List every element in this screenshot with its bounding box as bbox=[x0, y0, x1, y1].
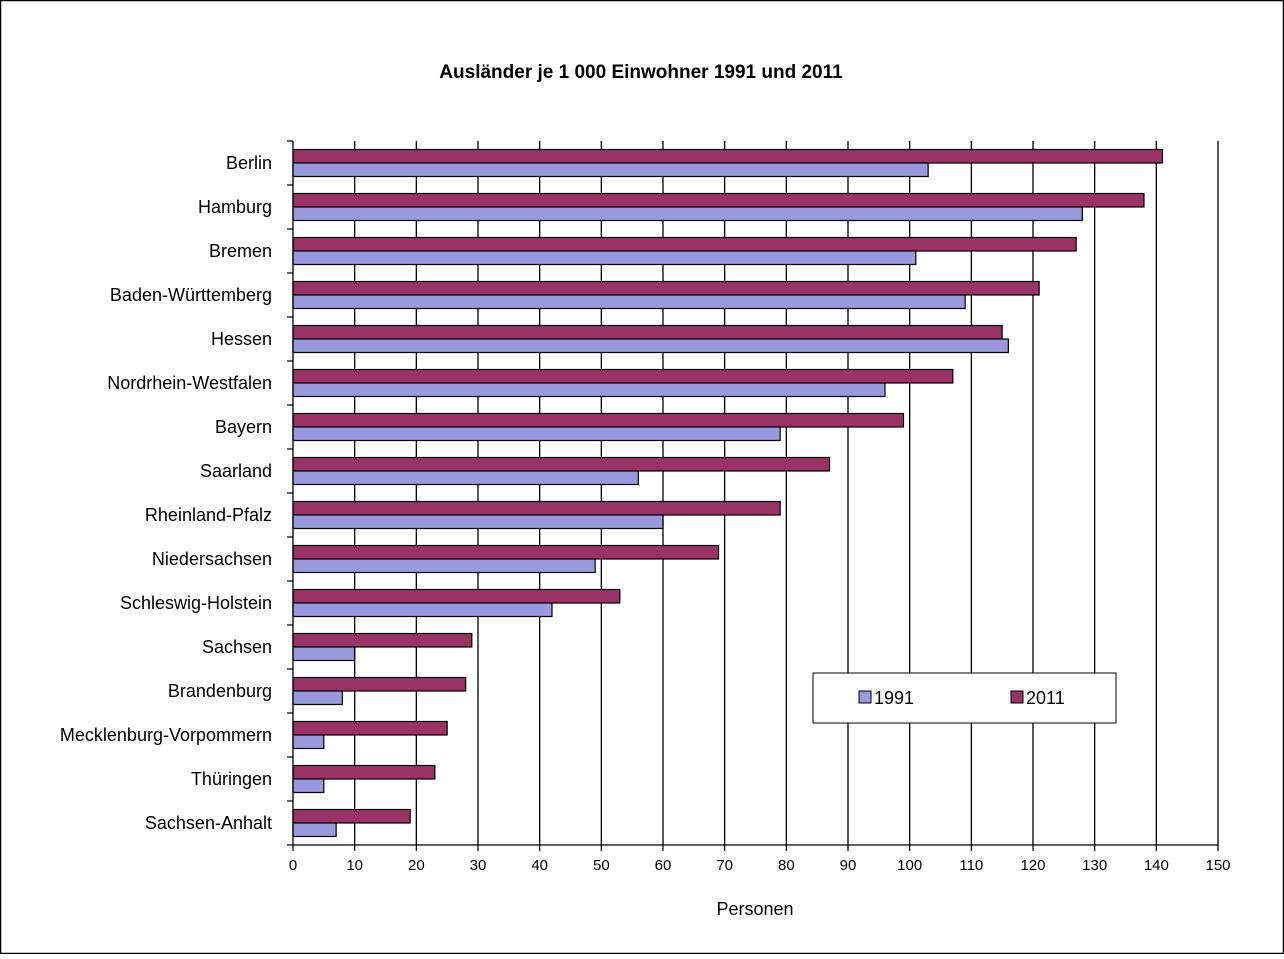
x-tick-label: 120 bbox=[1020, 857, 1045, 874]
bar-2011-Schleswig-Holstein bbox=[292, 588, 621, 604]
category-label: Brandenburg bbox=[168, 681, 272, 701]
x-tick-label: 10 bbox=[346, 857, 363, 874]
x-tick-label: 140 bbox=[1144, 857, 1169, 874]
bar-1991-Sachsen bbox=[292, 646, 356, 662]
category-label: Niedersachsen bbox=[152, 549, 272, 569]
x-tick-label: 130 bbox=[1082, 857, 1107, 874]
x-tick-label: 80 bbox=[778, 857, 795, 874]
legend-label-1991: 1991 bbox=[874, 688, 914, 708]
legend-box bbox=[812, 672, 1117, 724]
bar-2011-Sachsen bbox=[292, 632, 473, 648]
category-label: Thüringen bbox=[191, 769, 272, 789]
category-label: Mecklenburg-Vorpommern bbox=[60, 725, 272, 745]
legend-label-2011: 2011 bbox=[1026, 688, 1065, 708]
x-tick-label: 40 bbox=[531, 857, 548, 874]
x-axis-label: Personen bbox=[716, 899, 793, 919]
x-tick-label: 60 bbox=[655, 857, 672, 874]
category-label: Hessen bbox=[211, 329, 272, 349]
bar-1991-Hamburg bbox=[292, 206, 1083, 222]
bar-2011-Berlin bbox=[292, 148, 1164, 164]
bar-1991-Saarland bbox=[292, 470, 639, 486]
x-tick-label: 150 bbox=[1205, 857, 1230, 874]
bar-2011-Baden-Württemberg bbox=[292, 280, 1040, 296]
x-tick-label: 110 bbox=[959, 857, 983, 874]
x-tick-label: 0 bbox=[289, 857, 297, 874]
bar-1991-Nordrhein-Westfalen bbox=[292, 382, 886, 398]
bar-2011-Niedersachsen bbox=[292, 544, 720, 560]
category-label: Sachsen bbox=[202, 637, 272, 657]
bar-1991-Hessen bbox=[292, 338, 1009, 354]
category-labels: Berlin Hamburg Bremen Baden-Württemberg Hess… bbox=[60, 153, 272, 833]
legend-swatch-2011 bbox=[1010, 690, 1024, 704]
x-tick-label: 90 bbox=[840, 857, 857, 874]
bar-1991-Sachsen-Anhalt bbox=[292, 822, 337, 838]
category-label: Saarland bbox=[200, 461, 272, 481]
x-tick-label: 20 bbox=[408, 857, 425, 874]
bar-2011-Bayern bbox=[292, 412, 905, 428]
bar-2011-Brandenburg bbox=[292, 676, 467, 692]
category-label: Bayern bbox=[215, 417, 272, 437]
category-label: Sachsen-Anhalt bbox=[145, 813, 272, 833]
bar-2011-Thüringen bbox=[292, 764, 436, 780]
category-label: Schleswig-Holstein bbox=[120, 593, 272, 613]
category-label: Rheinland-Pfalz bbox=[145, 505, 272, 525]
x-tick-label: 70 bbox=[716, 857, 733, 874]
bar-2011-Hessen bbox=[292, 324, 1003, 340]
x-tick-label: 30 bbox=[470, 857, 487, 874]
bar-2011-Hamburg bbox=[292, 192, 1145, 208]
bar-1991-Thüringen bbox=[292, 778, 325, 794]
bar-1991-Bremen bbox=[292, 250, 917, 266]
category-label: Berlin bbox=[226, 153, 272, 173]
bar-1991-Berlin bbox=[292, 162, 929, 178]
category-label: Hamburg bbox=[198, 197, 272, 217]
bar-1991-Rheinland-Pfalz bbox=[292, 514, 664, 530]
x-tick-labels: 0 10 20 30 40 50 60 70 80 90 100 110 120 130 140 150 bbox=[289, 857, 1231, 874]
category-label: Baden-Württemberg bbox=[110, 285, 272, 305]
bar-1991-Brandenburg bbox=[292, 690, 343, 706]
bar-2011-Bremen bbox=[292, 236, 1077, 252]
axes bbox=[287, 140, 1219, 851]
x-tick-label: 100 bbox=[897, 857, 922, 874]
bar-1991-Niedersachsen bbox=[292, 558, 596, 574]
bar-2011-Nordrhein-Westfalen bbox=[292, 368, 954, 384]
category-label: Bremen bbox=[209, 241, 272, 261]
bar-1991-Baden-Württemberg bbox=[292, 294, 966, 310]
x-tick-label: 50 bbox=[593, 857, 610, 874]
legend: 1991 2011 bbox=[812, 672, 1117, 724]
bar-2011-Rheinland-Pfalz bbox=[292, 500, 781, 516]
bar-2011-Saarland bbox=[292, 456, 831, 472]
chart-title: Ausländer je 1 000 Einwohner 1991 und 20… bbox=[439, 62, 843, 83]
bar-2011-Sachsen-Anhalt bbox=[292, 808, 411, 824]
bar-2011-Mecklenburg-Vorpommern bbox=[292, 720, 448, 736]
bar-1991-Mecklenburg-Vorpommern bbox=[292, 734, 325, 750]
category-label: Nordrhein-Westfalen bbox=[107, 373, 272, 393]
bar-1991-Schleswig-Holstein bbox=[292, 602, 553, 618]
bar-1991-Bayern bbox=[292, 426, 781, 442]
legend-swatch-1991 bbox=[858, 690, 872, 704]
